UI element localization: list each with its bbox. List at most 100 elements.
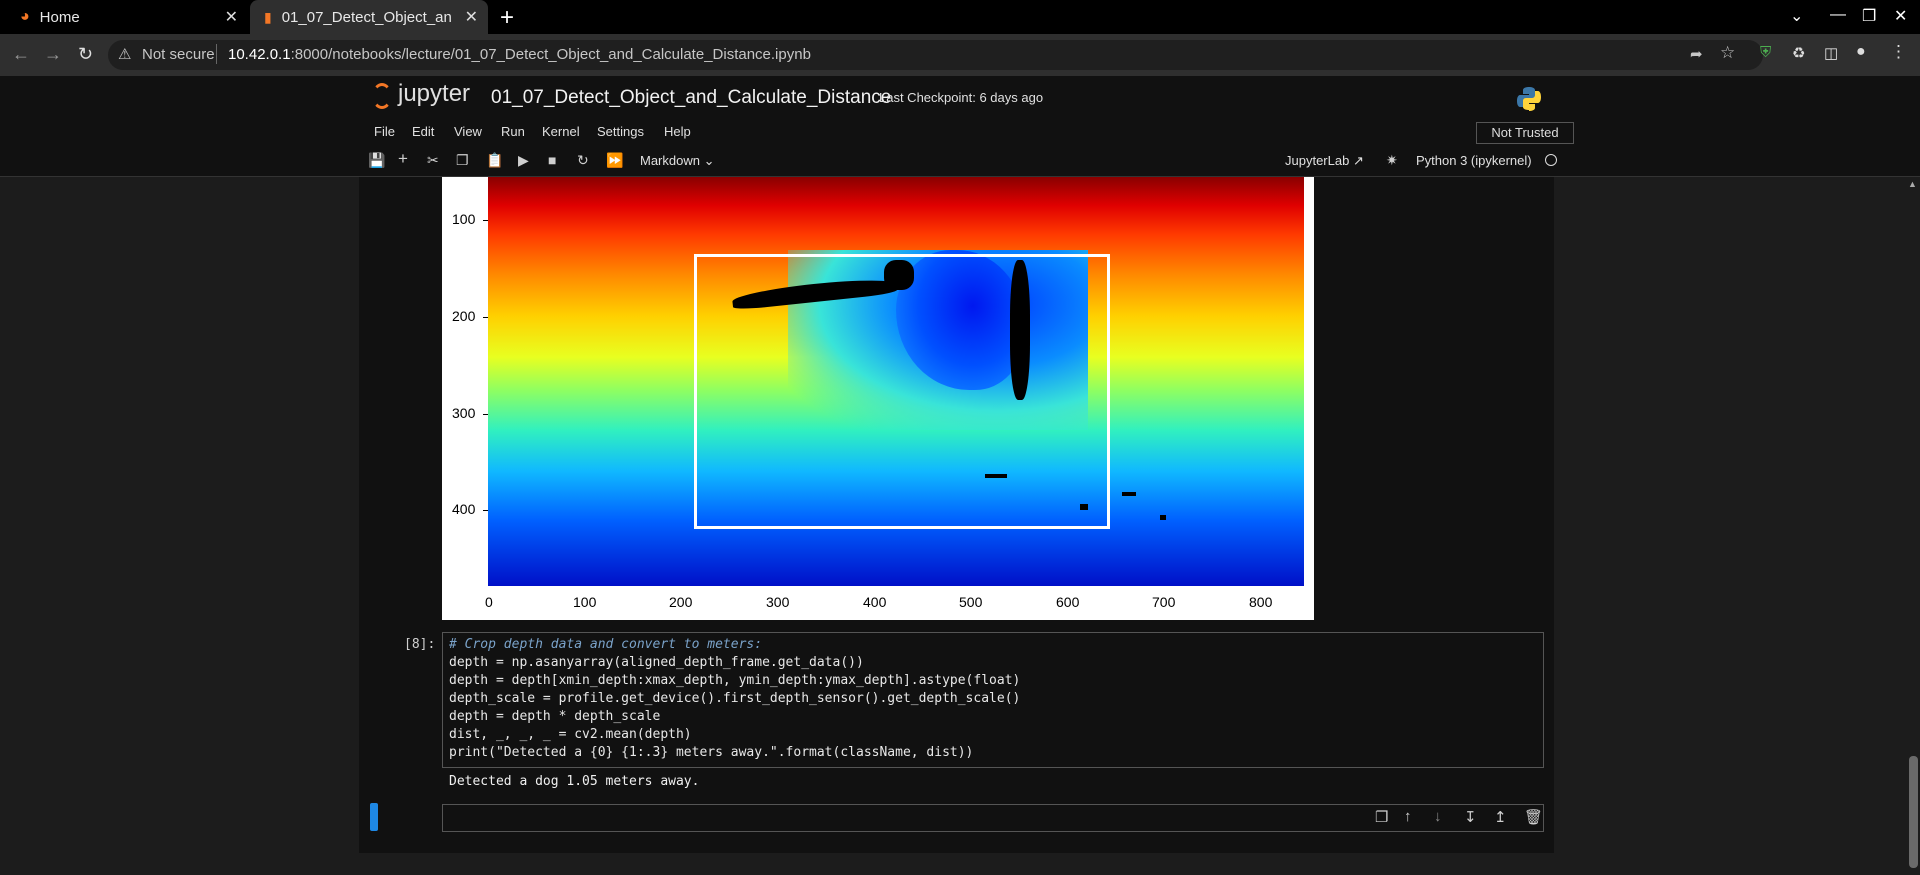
menu-kebab-icon[interactable]: ⋮ <box>1890 42 1907 62</box>
menu-bar <box>0 118 1920 147</box>
restore-icon[interactable]: ❐ <box>1862 6 1876 26</box>
duplicate-cell-icon[interactable]: ❐ <box>1375 808 1388 826</box>
url-text[interactable]: 10.42.0.1:8000/notebooks/lecture/01_07_D… <box>228 46 811 63</box>
side-panel-icon[interactable]: ◫ <box>1824 44 1838 62</box>
code-line: depth = depth[xmin_depth:xmax_depth, ymi… <box>449 673 1020 688</box>
menu-run[interactable]: Run <box>501 124 525 139</box>
new-tab-button[interactable]: + <box>500 4 514 32</box>
x-tick-label: 700 <box>1152 594 1175 610</box>
detection-bounding-box <box>694 254 1110 529</box>
copy-icon[interactable]: ❐ <box>456 152 469 169</box>
run-icon[interactable]: ▶ <box>518 152 529 169</box>
extensions-puzzle-icon[interactable]: ♻ <box>1792 44 1805 62</box>
fast-forward-icon[interactable]: ⏩ <box>606 152 623 169</box>
move-up-icon[interactable]: ↑ <box>1404 808 1412 825</box>
close-icon[interactable]: ✕ <box>225 7 238 27</box>
x-tick-label: 100 <box>573 594 596 610</box>
y-tick-label: 200 <box>452 308 475 324</box>
scroll-up-icon[interactable]: ▲ <box>1908 179 1917 189</box>
stop-icon[interactable]: ■ <box>548 152 556 168</box>
delete-cell-icon[interactable]: 🗑 <box>1524 808 1543 826</box>
debugger-bug-icon[interactable]: ✷ <box>1386 152 1398 169</box>
move-down-icon[interactable]: ↓ <box>1434 808 1442 825</box>
warning-icon[interactable]: ⚠ <box>118 45 131 63</box>
menu-help[interactable]: Help <box>664 124 691 139</box>
tab-label: Home <box>40 9 210 26</box>
url-path: :8000/notebooks/lecture/01_07_Detect_Obj… <box>291 46 811 63</box>
x-tick-label: 0 <box>485 594 493 610</box>
cell-type-dropdown[interactable]: Markdown ⌄ <box>640 153 715 169</box>
url-host: 10.42.0.1 <box>228 46 291 63</box>
menu-settings[interactable]: Settings <box>597 124 644 139</box>
kernel-idle-icon <box>1545 154 1557 166</box>
notebook-toolbar <box>0 146 1920 177</box>
code-line: dist, _, _, _ = cv2.mean(depth) <box>449 727 692 742</box>
reload-icon[interactable]: ↻ <box>78 44 93 65</box>
cell-output-text: Detected a dog 1.05 meters away. <box>449 774 699 789</box>
chevron-down-icon: ⌄ <box>704 153 715 168</box>
divider <box>216 44 217 64</box>
code-line: depth_scale = profile.get_device().first… <box>449 691 1020 706</box>
save-icon[interactable]: 💾 <box>368 152 385 169</box>
notebook-icon: ▮ <box>264 9 272 26</box>
insert-below-icon[interactable]: ↥ <box>1494 808 1507 826</box>
cut-icon[interactable]: ✂ <box>427 152 439 169</box>
checkpoint-status: Last Checkpoint: 6 days ago <box>879 90 1043 105</box>
jupyter-icon: ◕ <box>20 8 30 26</box>
notebook-title[interactable]: 01_07_Detect_Object_and_Calculate_Distan… <box>491 87 891 109</box>
tick-mark <box>483 414 488 415</box>
jupyter-logo-icon[interactable] <box>372 83 392 109</box>
tab-search-icon[interactable]: ⌄ <box>1790 6 1803 26</box>
x-tick-label: 300 <box>766 594 789 610</box>
back-icon[interactable]: ← <box>12 44 30 65</box>
profile-icon[interactable]: ● <box>1856 43 1866 61</box>
bookmark-star-icon[interactable]: ☆ <box>1720 43 1735 63</box>
depth-shadow <box>1122 492 1136 496</box>
shield-extension-icon[interactable]: ⛨ <box>1760 44 1771 61</box>
tab-label: 01_07_Detect_Object_and_Calculate_Distan… <box>282 9 452 26</box>
add-cell-icon[interactable]: + <box>398 149 408 169</box>
restart-icon[interactable]: ↻ <box>577 152 589 169</box>
kernel-name: Python 3 (ipykernel) <box>1416 153 1532 168</box>
x-tick-label: 500 <box>959 594 982 610</box>
tick-mark <box>483 220 488 221</box>
menu-kernel[interactable]: Kernel <box>542 124 580 139</box>
depth-shadow <box>1160 515 1166 520</box>
trust-status-button[interactable]: Not Trusted <box>1476 122 1574 144</box>
cell-prompt: [8]: <box>404 637 435 652</box>
tab-notebook[interactable]: ▮ 01_07_Detect_Object_and_Calculate_Dist… <box>250 0 488 34</box>
y-tick-label: 400 <box>452 501 475 517</box>
code-line: # Crop depth data and convert to meters: <box>449 637 762 652</box>
code-line: print("Detected a {0} {1:.3} meters away… <box>449 745 973 760</box>
menu-edit[interactable]: Edit <box>412 124 434 139</box>
share-icon[interactable]: ➦ <box>1690 45 1703 63</box>
jupyterlab-label: JupyterLab <box>1285 153 1349 168</box>
kernel-status[interactable]: Python 3 (ipykernel) <box>1416 153 1532 168</box>
insert-above-icon[interactable]: ↧ <box>1464 808 1477 826</box>
tab-home[interactable]: ◕ Home ✕ <box>0 0 248 34</box>
x-tick-label: 600 <box>1056 594 1079 610</box>
cell-type-value: Markdown <box>640 153 700 168</box>
minimize-icon[interactable]: — <box>1830 6 1846 24</box>
menu-file[interactable]: File <box>374 124 395 139</box>
jupyter-logo-text[interactable]: jupyter <box>398 80 470 108</box>
code-line: depth = depth * depth_scale <box>449 709 660 724</box>
y-tick-label: 300 <box>452 405 475 421</box>
scrollbar-thumb[interactable] <box>1909 756 1918 868</box>
close-icon[interactable]: ✕ <box>465 7 478 27</box>
code-line: depth = np.asanyarray(aligned_depth_fram… <box>449 655 864 670</box>
y-tick-label: 100 <box>452 211 475 227</box>
active-cell-marker <box>370 803 378 831</box>
tick-mark <box>483 317 488 318</box>
paste-icon[interactable]: 📋 <box>486 152 503 169</box>
forward-icon[interactable]: → <box>44 44 62 65</box>
external-link-icon: ↗ <box>1353 153 1364 168</box>
security-label[interactable]: Not secure <box>142 46 215 63</box>
menu-view[interactable]: View <box>454 124 482 139</box>
tick-mark <box>483 510 488 511</box>
x-tick-label: 200 <box>669 594 692 610</box>
jupyterlab-link[interactable]: JupyterLab ↗ <box>1285 153 1364 169</box>
close-window-icon[interactable]: ✕ <box>1894 6 1907 26</box>
x-tick-label: 800 <box>1249 594 1272 610</box>
python-logo-icon <box>1516 86 1542 112</box>
